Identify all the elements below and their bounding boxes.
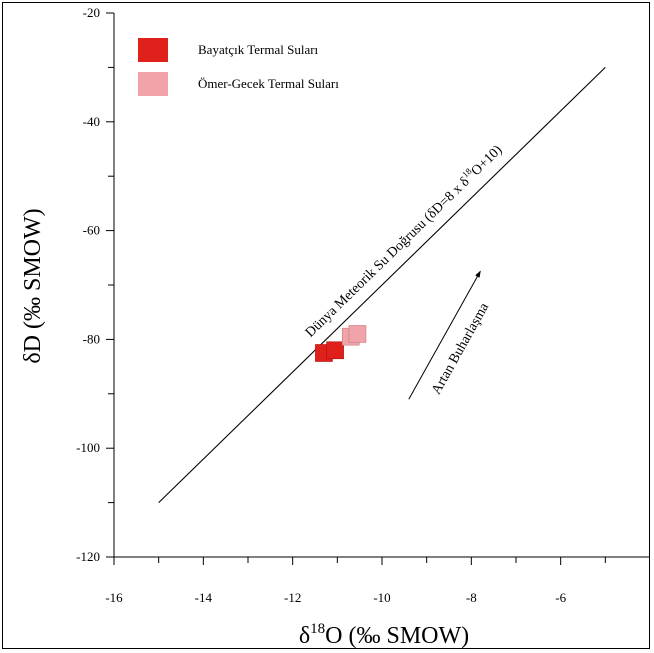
line-label-part: O+10): [469, 142, 506, 179]
legend-label: Bayatçık Termal Suları: [198, 42, 319, 57]
y-axis-ticks: -20 -40 -60 -80 -100 -120: [76, 5, 114, 564]
y-tick-label: -100: [76, 440, 100, 455]
y-tick-label: -60: [83, 223, 100, 238]
y-tick-label: -20: [83, 5, 100, 20]
evaporation-arrow-label: Artan Buharlaşma: [429, 300, 492, 397]
y-tick-label: -120: [76, 549, 100, 564]
x-tick-label: -16: [105, 590, 123, 605]
x-tick-label: -14: [195, 590, 213, 605]
x-tick-label: -10: [373, 590, 390, 605]
y-axis-label: δD (‰ SMOW): [20, 208, 46, 363]
x-tick-label: -12: [284, 590, 301, 605]
x-axis-label-suffix: O (‰ SMOW): [325, 623, 469, 649]
line-label-part: Dünya Meteorik Su Doğrusu (δD=8 x δ: [303, 174, 473, 340]
x-tick-label: -6: [555, 590, 566, 605]
legend-swatch: [138, 38, 168, 62]
y-tick-label: -40: [83, 114, 100, 129]
meteoric-water-line: [158, 67, 606, 503]
x-axis-ticks: -16 -14 -12 -10 -8 -6: [105, 557, 606, 605]
x-axis-label: δ18O (‰ SMOW): [299, 621, 469, 649]
reference-lines: Dünya Meteorik Su Doğrusu (δD=8 x δ18O+1…: [158, 67, 606, 503]
data-point: [326, 341, 344, 360]
data-points: [315, 325, 367, 362]
x-tick-label: -8: [466, 590, 477, 605]
y-tick-label: -80: [83, 331, 100, 346]
x-axis-label-sup: 18: [310, 621, 325, 637]
x-axis-label-prefix: δ: [299, 623, 310, 649]
legend-swatch: [138, 72, 168, 96]
data-point: [348, 325, 367, 343]
legend: Bayatçık Termal Suları Ömer-Gecek Termal …: [138, 38, 339, 96]
legend-label: Ömer-Gecek Termal Suları: [198, 76, 339, 91]
evaporation-arrow: [408, 270, 481, 400]
